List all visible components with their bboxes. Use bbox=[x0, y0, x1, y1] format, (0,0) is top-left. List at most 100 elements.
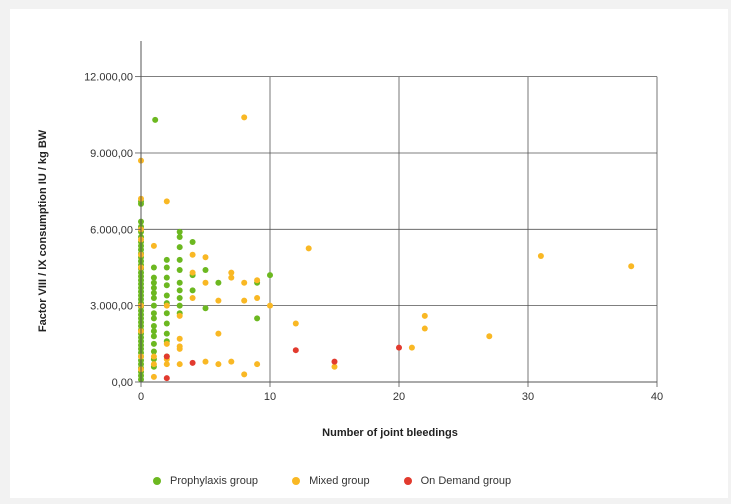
point-mixed bbox=[241, 114, 248, 121]
point-mixed bbox=[408, 344, 415, 351]
grid-layer bbox=[141, 76, 658, 382]
point-on-demand bbox=[292, 347, 299, 354]
point-mixed bbox=[228, 269, 235, 276]
legend-label-on-demand: On Demand group bbox=[420, 475, 512, 487]
point-prophylaxis bbox=[163, 274, 170, 281]
point-mixed bbox=[331, 363, 338, 370]
point-prophylaxis bbox=[176, 256, 183, 263]
point-prophylaxis bbox=[152, 116, 159, 123]
point-prophylaxis bbox=[150, 348, 157, 355]
point-on-demand bbox=[396, 344, 402, 351]
legend-label-mixed: Mixed group bbox=[309, 475, 370, 487]
point-mixed bbox=[215, 297, 222, 304]
point-prophylaxis bbox=[189, 287, 196, 294]
point-mixed bbox=[176, 361, 183, 368]
point-prophylaxis bbox=[150, 264, 157, 271]
point-prophylaxis bbox=[176, 279, 183, 286]
point-prophylaxis bbox=[163, 292, 170, 299]
point-prophylaxis bbox=[150, 340, 157, 347]
x-tick-label: 20 bbox=[393, 391, 405, 403]
legend-marker-mixed bbox=[292, 477, 301, 485]
point-prophylaxis bbox=[254, 315, 261, 322]
point-prophylaxis bbox=[202, 305, 209, 312]
point-prophylaxis bbox=[163, 282, 170, 289]
point-prophylaxis bbox=[150, 333, 157, 340]
legend-label-prophylaxis: Prophylaxis group bbox=[170, 475, 259, 487]
y-tick-label: 3.000,00 bbox=[90, 301, 133, 313]
point-prophylaxis bbox=[150, 328, 157, 335]
point-prophylaxis bbox=[150, 279, 157, 286]
point-prophylaxis bbox=[150, 310, 157, 317]
legend-marker-prophylaxis bbox=[153, 477, 161, 485]
point-mixed bbox=[241, 297, 248, 304]
point-mixed bbox=[150, 373, 157, 380]
y-tick-label: 9.000,00 bbox=[90, 148, 133, 160]
point-mixed bbox=[163, 340, 170, 347]
y-tick-label: 12.000,00 bbox=[84, 72, 133, 84]
x-tick-label: 30 bbox=[522, 391, 534, 403]
y-tick-label: 0,00 bbox=[112, 377, 133, 389]
x-tick-label: 10 bbox=[264, 391, 276, 403]
point-mixed bbox=[254, 295, 261, 302]
point-mixed bbox=[228, 358, 235, 365]
points-layer bbox=[138, 114, 635, 383]
point-prophylaxis bbox=[176, 287, 183, 294]
point-mixed bbox=[537, 253, 544, 260]
x-axis-title: Number of joint bleedings bbox=[322, 427, 458, 439]
point-prophylaxis bbox=[176, 267, 183, 274]
scatter-chart: 0,00 3.000,00 6.000,00 9.000,00 12.000,00 0 10… bbox=[37, 41, 663, 439]
point-mixed bbox=[189, 251, 196, 258]
point-prophylaxis bbox=[267, 272, 273, 279]
point-prophylaxis bbox=[150, 323, 157, 330]
point-mixed bbox=[202, 358, 209, 365]
legend-item-mixed: Mixed group bbox=[292, 475, 370, 487]
point-prophylaxis bbox=[176, 233, 183, 240]
point-mixed bbox=[189, 295, 196, 302]
point-prophylaxis bbox=[176, 228, 183, 235]
point-mixed bbox=[150, 242, 157, 249]
point-prophylaxis bbox=[150, 295, 157, 302]
point-prophylaxis bbox=[163, 256, 170, 263]
point-prophylaxis bbox=[176, 295, 183, 302]
point-mixed bbox=[163, 198, 170, 205]
point-mixed bbox=[176, 345, 183, 352]
point-mixed bbox=[254, 361, 261, 368]
point-on-demand bbox=[163, 375, 170, 382]
point-mixed bbox=[150, 353, 157, 360]
point-mixed bbox=[215, 330, 222, 337]
point-on-demand bbox=[331, 358, 338, 365]
chart-card: 0,00 3.000,00 6.000,00 9.000,00 12.000,00 0 10… bbox=[10, 9, 728, 498]
legend-marker-on-demand bbox=[403, 477, 412, 485]
legend: Prophylaxis group Mixed group On Demand … bbox=[153, 475, 545, 487]
point-mixed bbox=[215, 361, 222, 368]
point-on-demand bbox=[189, 359, 196, 366]
point-prophylaxis bbox=[150, 274, 157, 281]
point-mixed bbox=[292, 320, 299, 327]
point-prophylaxis bbox=[163, 330, 170, 337]
point-mixed bbox=[150, 361, 157, 368]
point-prophylaxis bbox=[176, 302, 183, 309]
legend-item-prophylaxis: Prophylaxis group bbox=[153, 475, 258, 487]
point-mixed bbox=[176, 312, 183, 319]
point-prophylaxis bbox=[150, 302, 157, 309]
point-mixed bbox=[628, 263, 635, 270]
point-prophylaxis bbox=[150, 315, 157, 322]
point-mixed bbox=[241, 279, 248, 286]
point-prophylaxis bbox=[150, 284, 157, 291]
point-prophylaxis bbox=[202, 267, 209, 274]
point-mixed bbox=[267, 302, 273, 309]
point-prophylaxis bbox=[189, 239, 196, 246]
legend-item-on-demand: On Demand group bbox=[403, 475, 512, 487]
point-prophylaxis bbox=[163, 264, 170, 271]
point-mixed bbox=[202, 254, 209, 261]
point-mixed bbox=[241, 371, 248, 378]
point-mixed bbox=[176, 335, 183, 342]
point-mixed bbox=[163, 302, 170, 309]
point-prophylaxis bbox=[163, 320, 170, 327]
point-mixed bbox=[486, 333, 493, 340]
point-mixed bbox=[189, 269, 196, 276]
x-tick-label: 0 bbox=[138, 391, 144, 403]
point-mixed bbox=[163, 361, 170, 368]
point-prophylaxis bbox=[176, 244, 183, 251]
point-on-demand bbox=[163, 353, 170, 360]
